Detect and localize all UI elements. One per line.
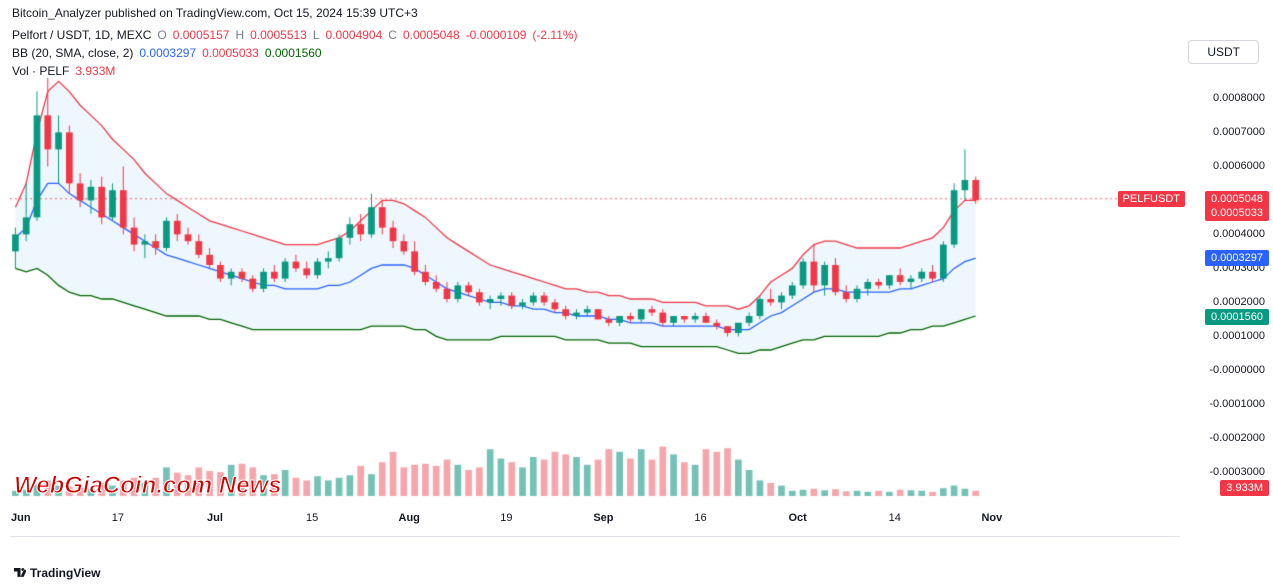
watermark-text: WebGiaCoin.com News bbox=[14, 472, 282, 500]
publisher-line: Bitcoin_Analyzer published on TradingVie… bbox=[0, 0, 1273, 26]
time-axis: Jun 17 Jul 15 Aug 19 Sep 16 Oct 14 Nov bbox=[10, 512, 1180, 532]
time-label: 17 bbox=[112, 512, 124, 524]
time-label: 14 bbox=[889, 512, 901, 524]
y-tick: 0.0008000 bbox=[1213, 92, 1265, 104]
time-label: Sep bbox=[593, 512, 613, 524]
chart-area[interactable] bbox=[10, 78, 1180, 503]
symbol-pair: Pelfort / USDT, 1D, MEXC bbox=[12, 28, 151, 42]
time-label: Aug bbox=[399, 512, 420, 524]
symbol-price-tag: PELFUSDT bbox=[1118, 191, 1185, 207]
y-tick: -0.0003000 bbox=[1209, 466, 1265, 478]
time-label: Nov bbox=[981, 512, 1002, 524]
time-label: Jul bbox=[207, 512, 223, 524]
time-label: Jun bbox=[11, 512, 31, 524]
time-label: 15 bbox=[306, 512, 318, 524]
y-tick: 0.0007000 bbox=[1213, 126, 1265, 138]
price-tag: 0.0001560 bbox=[1205, 309, 1269, 325]
y-tick: 0.0002000 bbox=[1213, 296, 1265, 308]
y-tick: 0.0004000 bbox=[1213, 228, 1265, 240]
time-label: Oct bbox=[788, 512, 806, 524]
price-tag: 0.0005033 bbox=[1205, 205, 1269, 221]
y-tick: 0.0006000 bbox=[1213, 160, 1265, 172]
y-tick: -0.0000000 bbox=[1209, 364, 1265, 376]
axis-separator bbox=[10, 536, 1180, 537]
y-tick: -0.0002000 bbox=[1209, 432, 1265, 444]
time-label: 19 bbox=[500, 512, 512, 524]
price-chart-canvas bbox=[10, 78, 1180, 503]
volume-tag: 3.933M bbox=[1220, 480, 1269, 496]
y-tick: -0.0001000 bbox=[1209, 398, 1265, 410]
bb-info-row: BB (20, SMA, close, 2) 0.0003297 0.00050… bbox=[0, 44, 1273, 62]
tradingview-icon bbox=[12, 566, 26, 580]
time-label: 16 bbox=[694, 512, 706, 524]
tradingview-brand: TradingView bbox=[12, 566, 100, 580]
price-tag: 0.0003297 bbox=[1205, 250, 1269, 266]
symbol-info-row: Pelfort / USDT, 1D, MEXC O0.0005157 H0.0… bbox=[0, 26, 1273, 44]
price-axis: 0.00080000.00070000.00060000.00050000.00… bbox=[1189, 30, 1273, 510]
y-tick: 0.0001000 bbox=[1213, 330, 1265, 342]
